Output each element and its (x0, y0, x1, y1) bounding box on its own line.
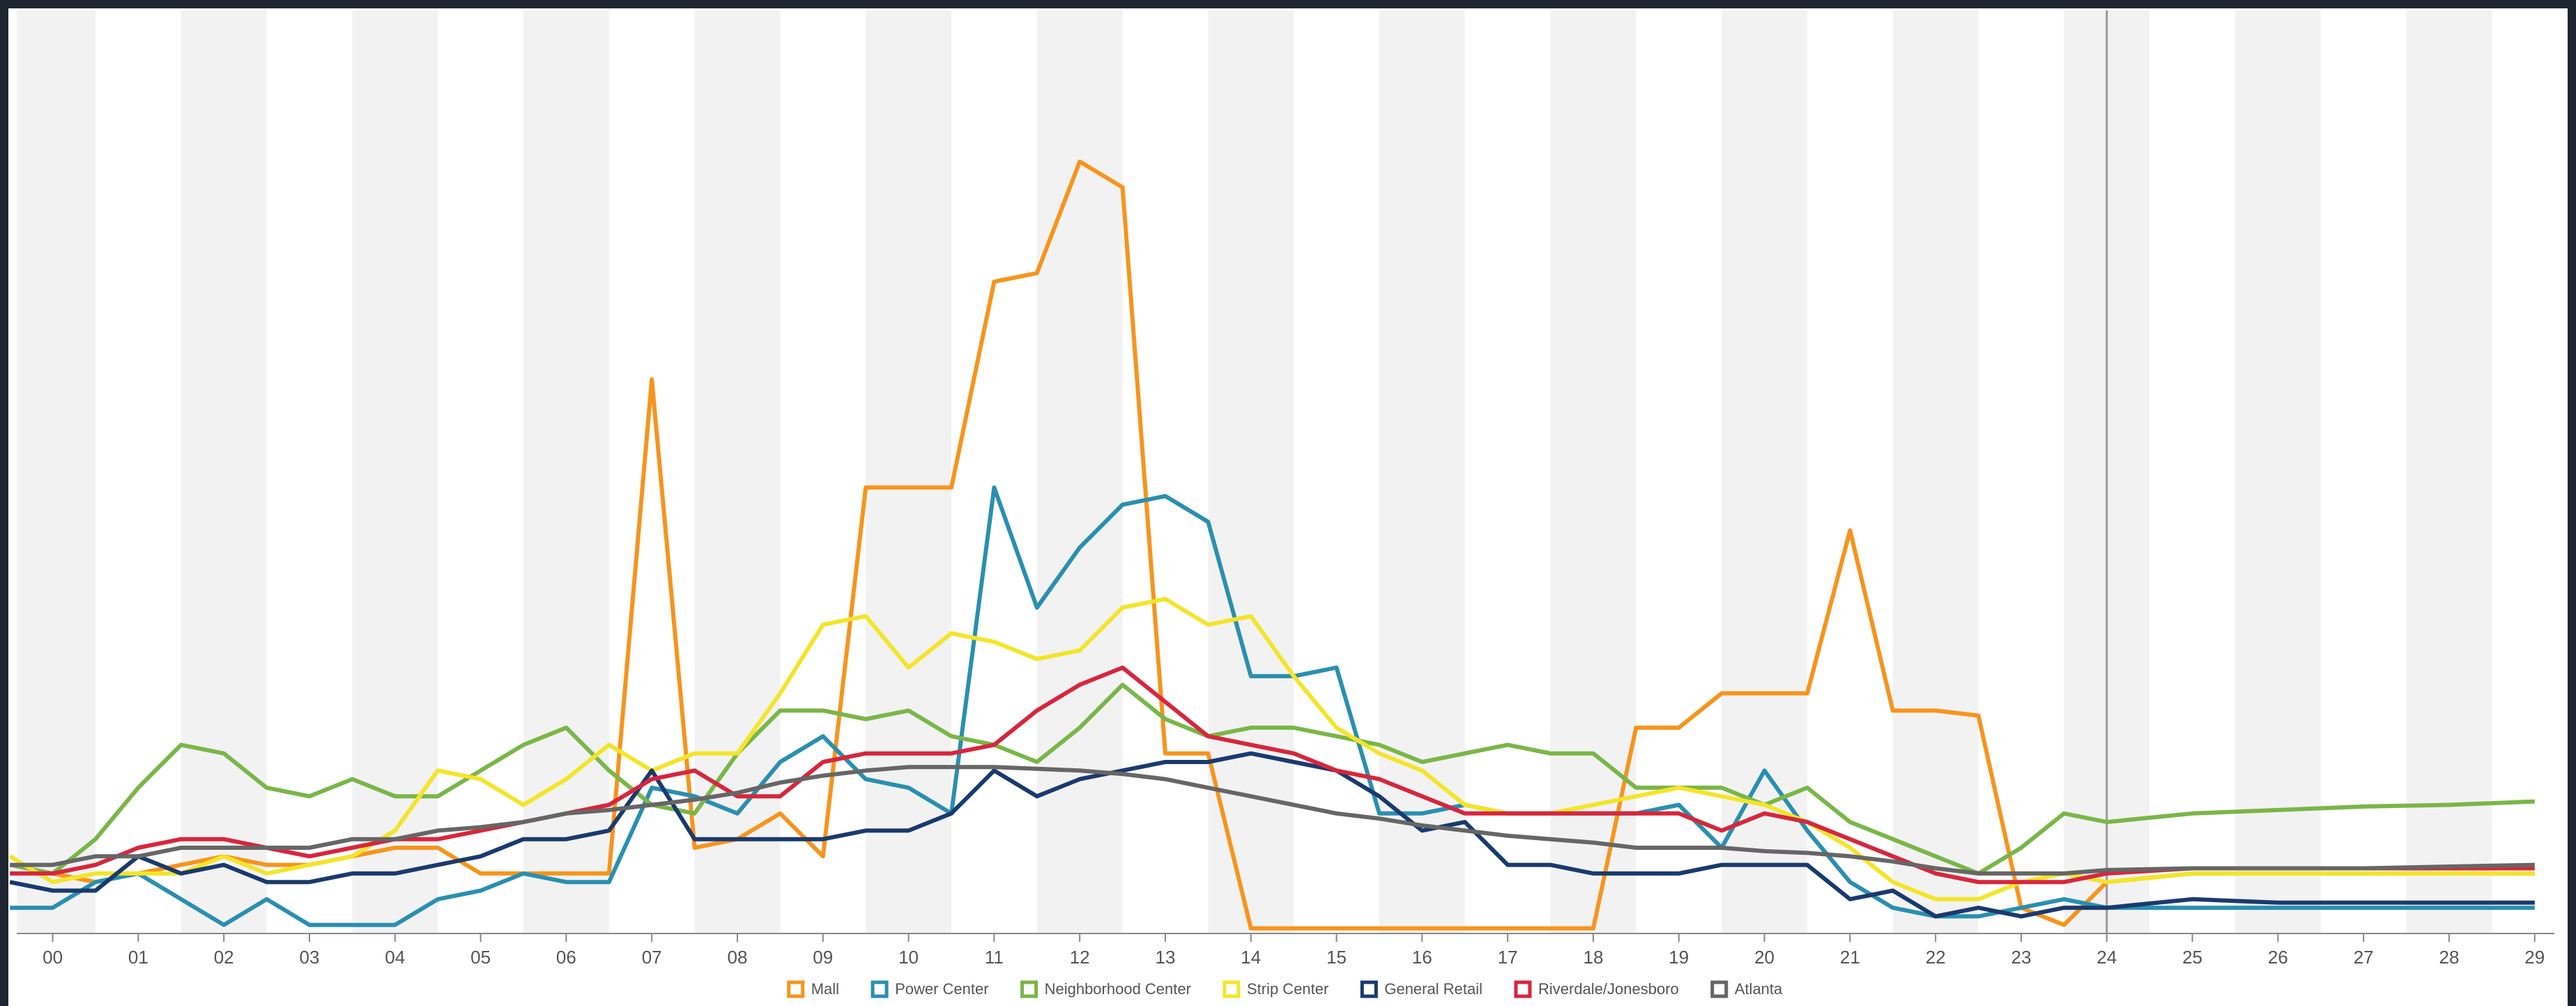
day-band (1379, 10, 1465, 933)
x-tick-label: 04 (385, 947, 405, 968)
x-tick-label: 15 (1326, 947, 1347, 968)
day-band (1208, 10, 1294, 933)
x-tick-label: 07 (642, 947, 662, 968)
legend-swatch (787, 980, 805, 998)
x-tick-label: 22 (1926, 947, 1946, 968)
x-tick-label: 16 (1412, 947, 1432, 968)
series-line (9, 683, 2535, 876)
x-tick-label: 20 (1754, 947, 1774, 968)
legend-swatch (871, 980, 889, 998)
x-tick-label: 27 (2354, 947, 2374, 968)
legend-swatch (1020, 980, 1038, 998)
day-band (1722, 10, 1807, 933)
x-tick-label: 06 (556, 947, 576, 968)
day-band (1036, 10, 1123, 933)
legend-swatch (1710, 980, 1728, 998)
legend-label: General Retail (1384, 980, 1482, 998)
x-tick-label: 08 (728, 947, 748, 968)
x-tick-label: 26 (2268, 947, 2288, 968)
legend-label: Riverdale/Jonesboro (1538, 980, 1679, 998)
legend-label: Atlanta (1735, 980, 1783, 998)
day-band (2406, 10, 2492, 933)
x-tick-label: 29 (2524, 947, 2545, 968)
x-tick-label: 11 (985, 947, 1004, 968)
x-tick-label: 03 (300, 947, 320, 968)
day-band (17, 10, 95, 933)
day-band (352, 10, 438, 933)
x-tick-label: 01 (128, 947, 148, 968)
x-tick-label: 14 (1241, 947, 1261, 968)
x-tick-label: 21 (1840, 947, 1860, 968)
x-tick-label: 17 (1498, 947, 1518, 968)
day-band (2234, 10, 2321, 933)
day-band (866, 10, 951, 933)
legend-label: Neighborhood Center (1045, 980, 1191, 998)
x-tick-label: 18 (1584, 947, 1604, 968)
x-tick-label: 24 (2096, 947, 2117, 968)
x-tick-label: 09 (813, 947, 833, 968)
legend-swatch (1222, 980, 1241, 998)
x-tick-label: 25 (2182, 947, 2202, 968)
x-tick-label: 12 (1070, 947, 1090, 968)
x-tick-label: 19 (1669, 947, 1689, 968)
day-band (1892, 10, 1979, 933)
x-tick-label: 05 (470, 947, 491, 968)
x-tick-label: 10 (898, 947, 919, 968)
x-tick-label: 02 (214, 947, 234, 968)
day-band (1550, 10, 1636, 933)
series-line (10, 765, 2535, 876)
legend-label: Strip Center (1247, 980, 1328, 998)
x-tick-label: 13 (1156, 947, 1176, 968)
x-tick-label: 28 (2439, 947, 2459, 968)
legend-swatch (1514, 980, 1532, 998)
x-tick-label: 00 (43, 947, 63, 968)
legend-label: Mall (811, 980, 839, 998)
legend-swatch (1360, 980, 1378, 998)
series-line (9, 751, 2535, 919)
series-line (9, 159, 2535, 931)
series-line (8, 597, 2535, 901)
legend-label: Power Center (895, 980, 989, 998)
x-tick-label: 23 (2011, 947, 2031, 968)
legend: Mall Power Center Neighborhood Center Strip… (787, 980, 1783, 998)
day-band (181, 10, 267, 933)
